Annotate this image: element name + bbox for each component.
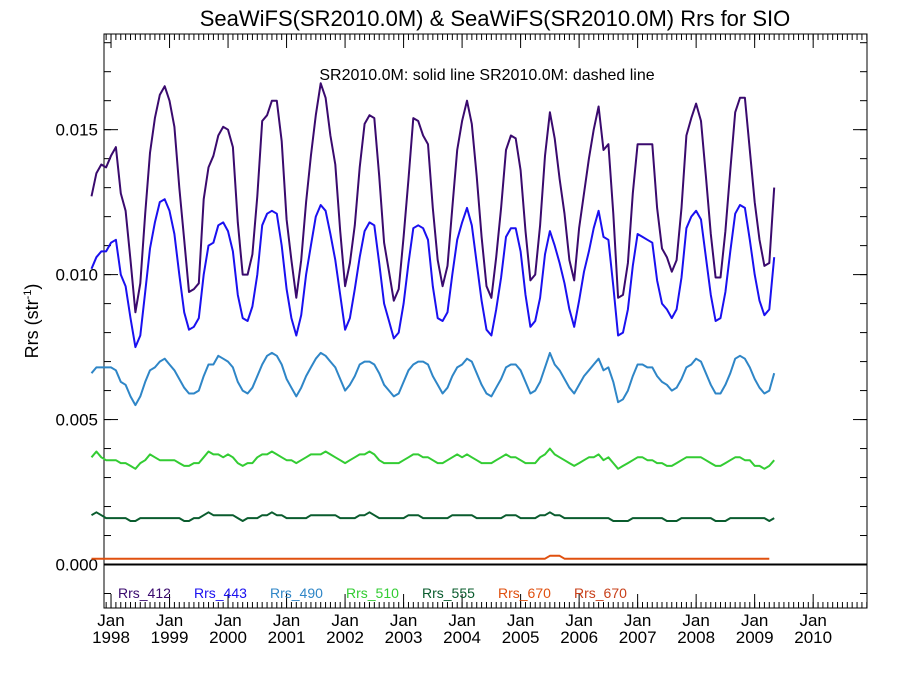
series-line-rrs-490	[90, 351, 776, 407]
x-tick-year: 1998	[92, 628, 130, 647]
legend-entry: Rrs_555	[422, 585, 475, 601]
legend-entry: Rrs_670	[574, 585, 627, 601]
series-line-rrs-555	[90, 511, 775, 522]
x-tick-year: 2004	[443, 628, 481, 647]
y-tick-label: 0.005	[55, 411, 98, 430]
x-tick-month: Jan	[448, 611, 475, 630]
x-tick-year: 1999	[151, 628, 189, 647]
legend-entry: Rrs_412	[118, 585, 171, 601]
x-tick-month: Jan	[682, 611, 709, 630]
x-tick-month: Jan	[214, 611, 241, 630]
y-axis-title-superscript: -1	[22, 290, 34, 300]
line-style-note: SR2010.0M: solid line SR2010.0M: dashed …	[319, 67, 654, 84]
x-tick-year: 2000	[209, 628, 247, 647]
chart-title: SeaWiFS(SR2010.0M) & SeaWiFS(SR2010.0M) …	[200, 6, 791, 31]
y-tick-label: 0.000	[55, 556, 98, 575]
x-tick-year: 2005	[502, 628, 540, 647]
x-tick-month: Jan	[507, 611, 534, 630]
axis-ticks: 0.0000.0050.0100.015Jan1998Jan1999Jan200…	[55, 34, 868, 647]
x-tick-year: 2008	[677, 628, 715, 647]
series-line-rrs-510	[90, 447, 775, 470]
y-axis-title: Rrs (str-1)	[22, 284, 42, 359]
series-line-rrs-412	[90, 82, 776, 314]
legend-entry: Rrs_510	[346, 585, 399, 601]
x-tick-year: 2009	[736, 628, 774, 647]
x-tick-year: 2003	[385, 628, 423, 647]
x-tick-year: 2006	[560, 628, 598, 647]
x-tick-year: 2007	[619, 628, 657, 647]
series-layer	[90, 82, 776, 560]
legend-entry: Rrs_443	[194, 585, 247, 601]
x-tick-month: Jan	[273, 611, 300, 630]
x-tick-year: 2001	[268, 628, 306, 647]
x-tick-month: Jan	[97, 611, 124, 630]
series-line-rrs-670	[91, 554, 770, 560]
y-tick-label: 0.010	[55, 266, 98, 285]
x-tick-year: 2010	[794, 628, 832, 647]
x-tick-month: Jan	[741, 611, 768, 630]
legend-entry: Rrs_670	[498, 585, 551, 601]
x-tick-month: Jan	[156, 611, 183, 630]
x-tick-month: Jan	[799, 611, 826, 630]
y-tick-label: 0.015	[55, 121, 98, 140]
x-tick-month: Jan	[331, 611, 358, 630]
legend-entry: Rrs_490	[270, 585, 323, 601]
y-axis-title-main: Rrs (str	[22, 299, 42, 358]
legend: Rrs_412 Rrs_443 Rrs_490 Rrs_510 Rrs_555 Rrs_6…	[118, 585, 627, 601]
y-axis-title-close: )	[22, 284, 42, 290]
x-tick-year: 2002	[326, 628, 364, 647]
x-tick-month: Jan	[565, 611, 592, 630]
x-tick-month: Jan	[390, 611, 417, 630]
plot-frame	[103, 33, 868, 609]
x-tick-month: Jan	[624, 611, 651, 630]
series-line-rrs-443	[90, 198, 776, 349]
